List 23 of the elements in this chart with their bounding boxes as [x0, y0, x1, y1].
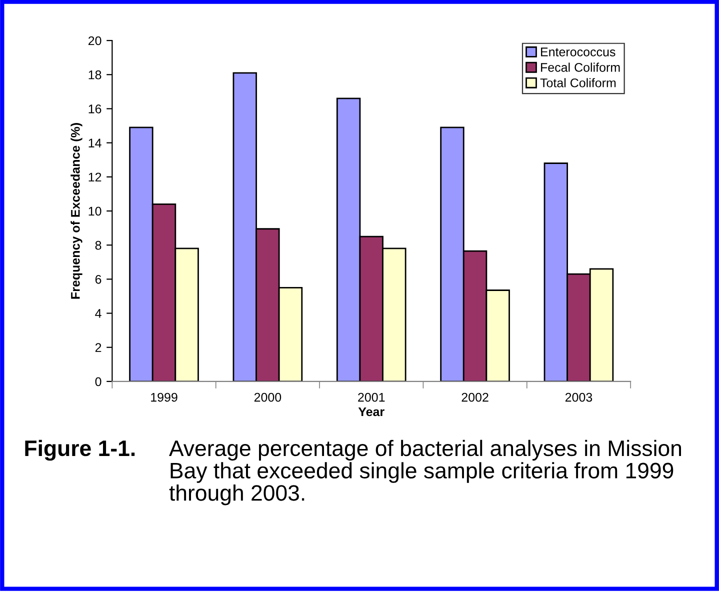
- x-tick-label: 2003: [565, 392, 592, 402]
- x-tick-label: 2001: [358, 392, 385, 402]
- legend-label: Enterococcus: [541, 48, 616, 56]
- y-tick-label: 4: [95, 309, 102, 318]
- x-tick-label: 2002: [462, 392, 488, 402]
- legend-label: Fecal Coliform: [541, 62, 620, 72]
- legend-label: Total Coliform: [540, 78, 616, 88]
- y-tick-label: 0: [95, 377, 102, 386]
- y-tick-label: 12: [88, 172, 102, 182]
- y-tick-label: 16: [88, 104, 102, 114]
- x-axis-title: Year: [358, 407, 384, 416]
- caption: Figure 1-1.: [25, 440, 135, 461]
- x-tick-label: 1999: [151, 392, 178, 402]
- y-tick-label: 18: [88, 70, 102, 80]
- y-tick-label: 14: [88, 138, 102, 148]
- y-tick-label: 2: [95, 343, 102, 352]
- text: Average percentage of bacterial analyses in Mission Bay that exceeded single sample criteria from 1999 through 2003.: [169, 440, 681, 506]
- x-tick-label: 2000: [254, 392, 282, 402]
- y-tick-label: 6: [95, 274, 102, 284]
- y-tick-label: 10: [88, 206, 102, 216]
- y-tick-label: 8: [95, 240, 102, 250]
- y-tick-label: 20: [88, 36, 102, 46]
- y-axis-title: Frequency of Exceedance (%): [70, 123, 82, 299]
